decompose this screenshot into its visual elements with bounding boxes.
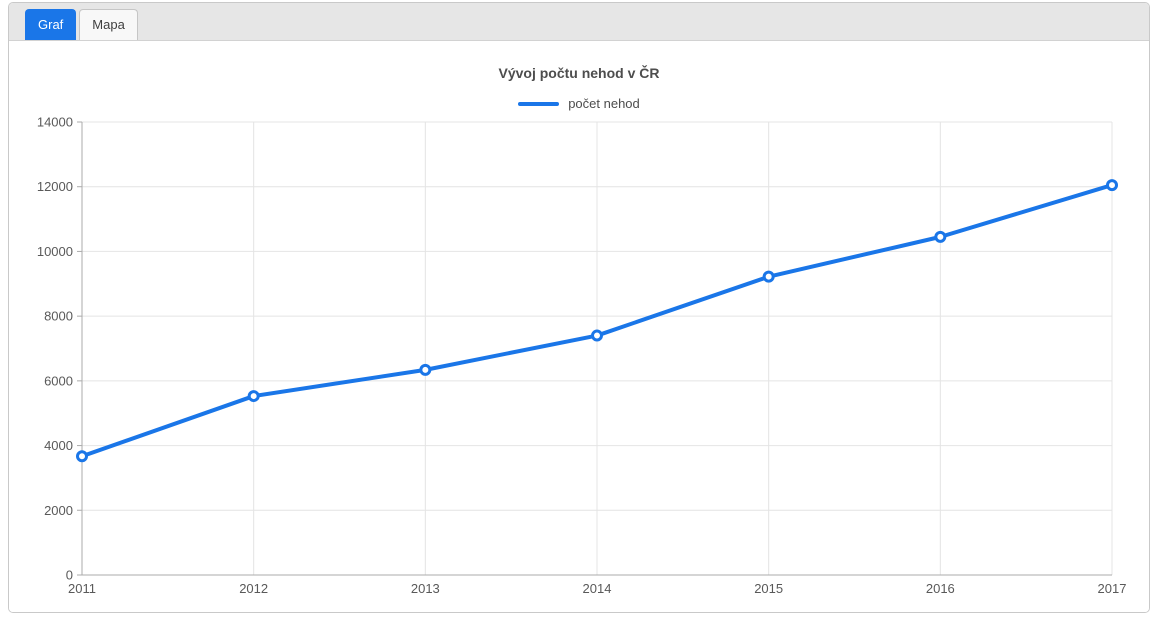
tab-bar: Graf Mapa [9,3,1149,41]
svg-text:2011: 2011 [68,581,96,596]
svg-text:2016: 2016 [926,581,955,596]
svg-text:14000: 14000 [37,115,73,130]
chart: Vývoj počtu nehod v ČR počet nehod 0 2000… [9,41,1149,612]
svg-text:4000: 4000 [44,438,73,453]
chart-legend[interactable]: počet nehod [9,96,1149,111]
tab-graf[interactable]: Graf [25,9,77,40]
svg-text:2012: 2012 [239,581,268,596]
panel-card: Graf Mapa Vývoj počtu nehod v ČR počet n… [8,2,1150,613]
svg-text:2017: 2017 [1098,581,1127,596]
chart-svg: 0 2000 4000 6000 8000 10000 12000 14000 2011 2012… [37,115,1127,597]
svg-text:2000: 2000 [44,503,73,518]
chart-title: Vývoj počtu nehod v ČR [498,65,660,81]
svg-text:2014: 2014 [583,581,612,596]
legend-line-marker [518,101,560,106]
svg-text:6000: 6000 [44,373,73,388]
svg-text:2013: 2013 [411,581,440,596]
tab-mapa[interactable]: Mapa [79,9,138,40]
svg-text:0: 0 [66,568,73,583]
legend-label: počet nehod [568,96,640,111]
svg-text:8000: 8000 [44,309,73,324]
svg-text:12000: 12000 [37,179,73,194]
svg-text:2015: 2015 [754,581,783,596]
svg-text:10000: 10000 [37,244,73,259]
